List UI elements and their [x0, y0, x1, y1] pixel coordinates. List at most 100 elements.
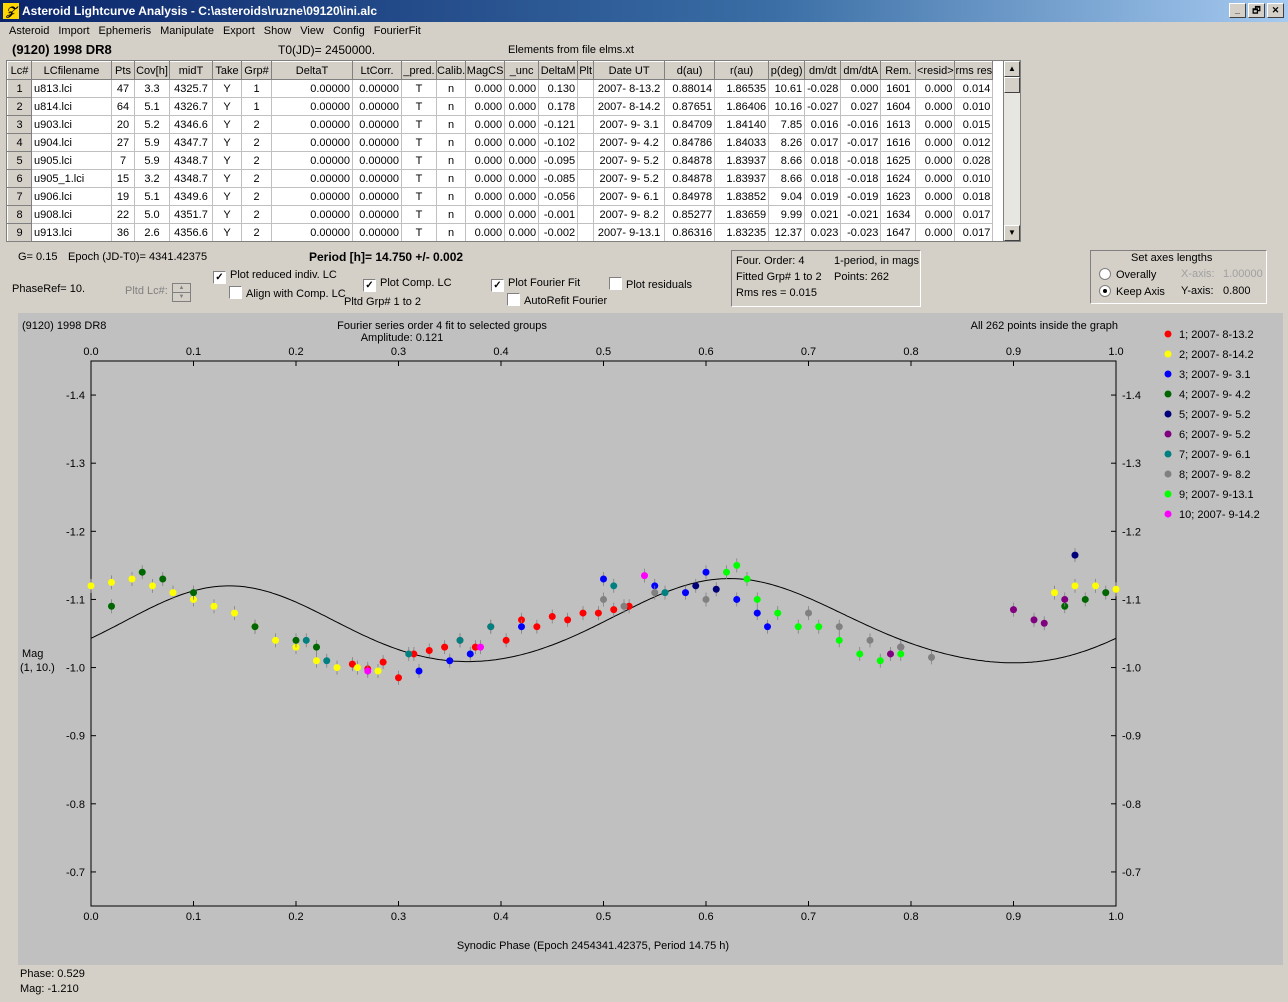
column-header[interactable]: rms res	[954, 61, 994, 80]
table-cell[interactable]: -0.056	[538, 187, 579, 206]
data-point[interactable]	[548, 612, 556, 620]
table-cell[interactable]: 5.1	[134, 187, 170, 206]
table-cell[interactable]: u906.lci	[31, 187, 112, 206]
table-cell[interactable]: 0.00000	[271, 115, 353, 134]
table-cell[interactable]: 0.000	[465, 187, 506, 206]
table-cell[interactable]: 4348.7	[169, 169, 213, 188]
data-point[interactable]	[302, 636, 310, 644]
table-cell[interactable]: 4326.7	[169, 97, 213, 116]
data-point[interactable]	[712, 585, 720, 593]
table-cell[interactable]: T	[401, 97, 437, 116]
table-cell[interactable]: 0.017	[954, 205, 994, 224]
table-cell[interactable]: 0.000	[465, 115, 506, 134]
data-point[interactable]	[1092, 582, 1099, 590]
column-header[interactable]: MagCS	[465, 61, 506, 80]
table-cell[interactable]: 5.1	[134, 97, 170, 116]
table-cell[interactable]: -0.002	[538, 223, 579, 241]
table-cell[interactable]: 1.83852	[714, 187, 770, 206]
column-header[interactable]: DeltaM	[538, 61, 579, 80]
table-cell[interactable]: n	[436, 97, 467, 116]
table-cell[interactable]: 0.000	[915, 79, 956, 98]
data-point[interactable]	[1071, 582, 1079, 590]
table-cell[interactable]: 2007- 9- 5.2	[593, 151, 666, 170]
table-cell[interactable]: 0.019	[804, 187, 842, 206]
table-cell[interactable]: 0.000	[915, 133, 956, 152]
table-cell[interactable]: 1	[241, 79, 272, 98]
table-cell[interactable]: n	[436, 151, 467, 170]
column-header[interactable]: p(deg)	[768, 61, 806, 80]
menu-asteroid[interactable]: Asteroid	[9, 25, 50, 37]
table-cell[interactable]: 0.84978	[664, 187, 716, 206]
column-header[interactable]: LtCorr.	[352, 61, 402, 80]
table-cell[interactable]: 1.84033	[714, 133, 770, 152]
table-cell[interactable]: -0.018	[840, 169, 882, 188]
column-header[interactable]: dm/dt	[804, 61, 842, 80]
column-header[interactable]: LCfilename	[31, 61, 112, 80]
data-point[interactable]	[323, 657, 331, 665]
table-cell[interactable]: 0.000	[504, 133, 540, 152]
table-cell[interactable]: 0.000	[504, 205, 540, 224]
table-cell[interactable]: 1.83937	[714, 151, 770, 170]
table-cell[interactable]: 0.000	[465, 133, 506, 152]
table-cell[interactable]: 4346.6	[169, 115, 213, 134]
table-cell[interactable]: Y	[212, 187, 242, 206]
table-cell[interactable]: 1601	[880, 79, 917, 98]
table-cell[interactable]: -0.016	[840, 115, 882, 134]
data-point[interactable]	[897, 650, 905, 658]
data-point[interactable]	[600, 595, 607, 603]
table-cell[interactable]: 8.66	[768, 169, 806, 188]
plot-comp-checkbox[interactable]: ✓ Plot Comp. LC	[363, 277, 452, 292]
data-point[interactable]	[159, 575, 167, 583]
table-cell[interactable]: -0.102	[538, 133, 579, 152]
table-cell[interactable]: 2	[241, 115, 272, 134]
data-point[interactable]	[333, 664, 341, 672]
table-cell[interactable]: 0.010	[954, 97, 994, 116]
data-point[interactable]	[876, 657, 884, 665]
menu-import[interactable]: Import	[58, 25, 90, 37]
table-cell[interactable]: 0.000	[915, 205, 956, 224]
table-cell[interactable]: 0.010	[954, 169, 994, 188]
close-button[interactable]: ✕	[1267, 3, 1284, 18]
data-point[interactable]	[692, 582, 700, 590]
data-point[interactable]	[364, 667, 372, 675]
table-cell[interactable]: 0.000	[504, 169, 540, 188]
minimize-button[interactable]: _	[1229, 3, 1246, 18]
scroll-up-arrow-icon[interactable]: ▲	[1004, 61, 1020, 77]
table-cell[interactable]: 4347.7	[169, 133, 213, 152]
table-cell[interactable]: 0.00000	[352, 169, 402, 188]
table-cell[interactable]	[577, 115, 595, 134]
table-cell[interactable]: 0.018	[954, 187, 994, 206]
table-cell[interactable]: 1.84140	[714, 115, 770, 134]
row-number[interactable]: 8	[7, 205, 32, 224]
table-cell[interactable]: 5.2	[134, 115, 170, 134]
table-cell[interactable]: n	[436, 187, 467, 206]
data-point[interactable]	[733, 595, 741, 603]
data-point[interactable]	[1030, 616, 1038, 624]
table-cell[interactable]: 12.37	[768, 223, 806, 241]
table-cell[interactable]: Y	[212, 115, 242, 134]
table-cell[interactable]: -0.021	[840, 205, 882, 224]
column-header[interactable]: Grp#	[241, 61, 272, 80]
table-cell[interactable]: 2.6	[134, 223, 170, 241]
data-point[interactable]	[564, 616, 572, 624]
table-cell[interactable]: 4351.7	[169, 205, 213, 224]
table-cell[interactable]: -0.018	[840, 151, 882, 170]
table-cell[interactable]: 0.017	[804, 133, 842, 152]
data-point[interactable]	[108, 578, 115, 586]
table-cell[interactable]: 5.9	[134, 133, 170, 152]
table-cell[interactable]: u904.lci	[31, 133, 112, 152]
data-point[interactable]	[794, 623, 802, 631]
table-cell[interactable]: 0.000	[915, 169, 956, 188]
table-cell[interactable]: u814.lci	[31, 97, 112, 116]
table-cell[interactable]: 4349.6	[169, 187, 213, 206]
table-cell[interactable]: 1.83659	[714, 205, 770, 224]
table-cell[interactable]	[577, 223, 595, 241]
table-cell[interactable]: 0.000	[915, 115, 956, 134]
data-point[interactable]	[1071, 551, 1079, 559]
data-point[interactable]	[835, 623, 843, 631]
data-point[interactable]	[374, 667, 382, 675]
table-cell[interactable]: T	[401, 79, 437, 98]
table-cell[interactable]: -0.028	[804, 79, 842, 98]
table-cell[interactable]: 1.86535	[714, 79, 770, 98]
